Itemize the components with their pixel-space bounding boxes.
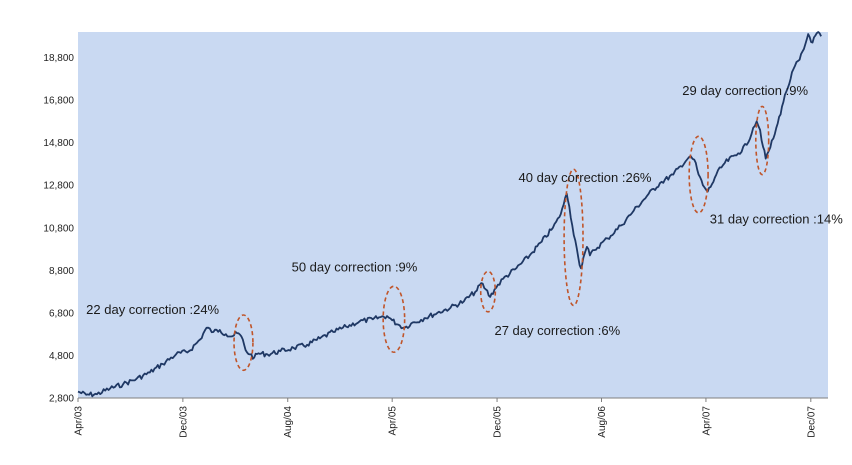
series-line — [77, 31, 822, 398]
x-tick-label: Apr/03 — [74, 406, 85, 436]
y-tick-label: 6,800 — [49, 308, 74, 319]
y-tick-label: 14,800 — [43, 138, 74, 149]
correction-ellipse — [479, 270, 497, 313]
series-layer — [77, 31, 822, 398]
annotation-layer: 22 day correction :24% 50 day correction … — [86, 83, 843, 372]
y-tick-label: 12,800 — [43, 181, 74, 192]
correction-annotation: 31 day correction :14% — [710, 212, 843, 227]
correction-annotation: 50 day correction :9% — [292, 259, 418, 274]
correction-ellipse — [382, 285, 406, 354]
correction-ellipse — [754, 105, 770, 176]
correction-annotation: 27 day correction :6% — [494, 323, 620, 338]
x-tick-label: Dec/05 — [493, 406, 504, 438]
y-tick-label: 18,800 — [43, 53, 74, 64]
correction-ellipse — [688, 135, 709, 214]
x-tick-label: Aug/04 — [283, 406, 294, 438]
correction-ellipse — [233, 314, 254, 372]
x-tick-label: Apr/05 — [388, 406, 399, 436]
x-tick-label: Dec/07 — [806, 406, 817, 438]
correction-annotation: 22 day correction :24% — [86, 302, 219, 317]
x-tick-label: Aug/06 — [597, 406, 608, 438]
y-tick-label: 2,800 — [49, 394, 74, 405]
correction-annotation: 29 day correction :9% — [682, 83, 808, 98]
y-tick-label: 4,800 — [49, 351, 74, 362]
y-tick-label: 16,800 — [43, 96, 74, 107]
y-tick-label: 10,800 — [43, 223, 74, 234]
x-axis: Apr/03 Dec/03 Aug/04 Apr/05 Dec/05 Aug/06 Apr/… — [74, 397, 828, 438]
x-tick-label: Dec/03 — [178, 406, 189, 438]
y-axis: 2,800 4,800 6,800 8,800 10,800 12,800 14,800 16… — [43, 53, 74, 404]
x-tick-label: Apr/07 — [701, 406, 712, 436]
correction-annotation: 40 day correction :26% — [519, 170, 652, 185]
y-tick-label: 8,800 — [49, 266, 74, 277]
